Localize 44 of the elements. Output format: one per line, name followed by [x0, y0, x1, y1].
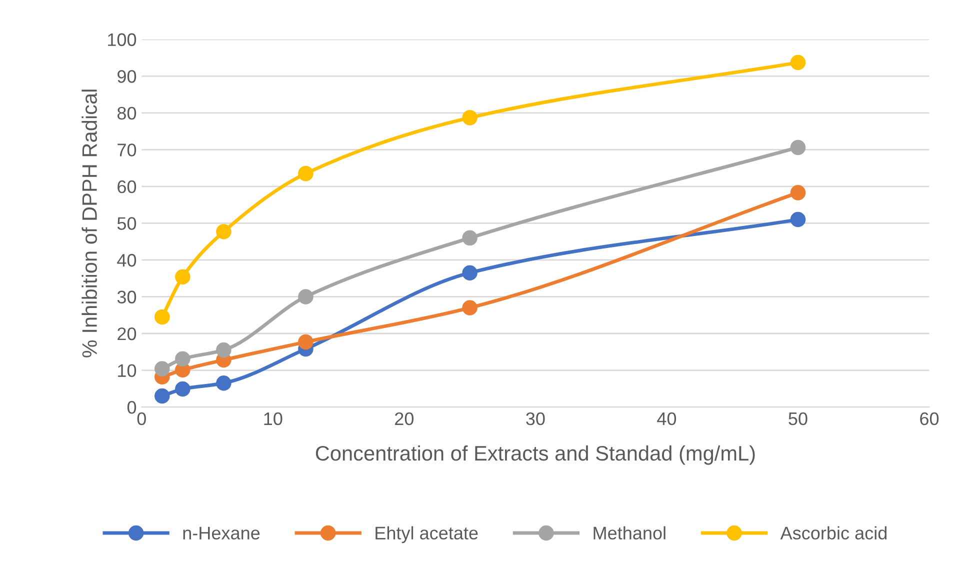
point [154, 361, 170, 376]
point [154, 309, 170, 325]
legend-label: Ascorbic acid [780, 526, 886, 540]
point [216, 224, 232, 240]
legend-label: Ehtyl acetate [376, 526, 478, 544]
point [175, 269, 190, 285]
x-tick-label: 30 [526, 412, 545, 426]
point [790, 54, 806, 70]
point [790, 212, 806, 228]
x-axis-title: Concentration of Extracts and Standad (mg/mL) [316, 445, 755, 465]
y-tick-label: 60 [118, 180, 136, 194]
point [298, 166, 314, 182]
x-tick-label: 10 [264, 412, 282, 426]
y-tick-label: 30 [117, 290, 136, 304]
point [175, 351, 190, 367]
y-tick-label: 20 [118, 327, 136, 340]
point [154, 388, 170, 404]
point [462, 300, 478, 316]
point [216, 376, 232, 391]
legend-label: n-Hexane [183, 526, 260, 540]
point [175, 381, 190, 397]
legend-label: Methanol [594, 526, 666, 540]
x-tick-label: 40 [657, 412, 676, 426]
point [790, 185, 806, 200]
y-tick-label: 70 [118, 144, 136, 156]
x-tick-label: 50 [788, 412, 808, 426]
y-tick-label: 90 [118, 70, 136, 83]
y-tick-label: 40 [117, 254, 136, 267]
y-tick-label: 100 [108, 33, 136, 46]
x-tick-label: 20 [395, 412, 414, 426]
point [462, 110, 478, 126]
x-tick-label: 60 [920, 412, 939, 426]
y-tick-label: 50 [117, 217, 136, 230]
y-tick-label: 0 [127, 400, 136, 414]
point [462, 230, 478, 246]
y-tick-label: 10 [118, 364, 136, 377]
point [216, 342, 232, 358]
x-tick-label: 0 [137, 412, 146, 426]
point [298, 334, 314, 350]
point [462, 265, 478, 280]
point [790, 140, 806, 156]
point [298, 289, 314, 304]
y-axis-title: % Inhibition of DPPH Radical [82, 90, 97, 358]
y-tick-label: 80 [117, 106, 136, 120]
